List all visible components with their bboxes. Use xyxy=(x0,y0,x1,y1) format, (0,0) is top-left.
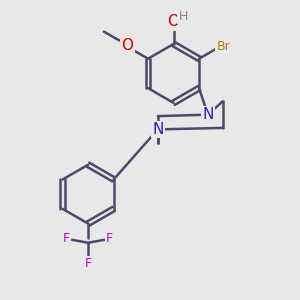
Text: Br: Br xyxy=(216,40,230,53)
Text: F: F xyxy=(85,257,92,270)
Text: H: H xyxy=(178,10,188,22)
Text: O: O xyxy=(168,14,180,29)
Text: F: F xyxy=(63,232,70,245)
Text: F: F xyxy=(106,232,113,245)
Text: N: N xyxy=(202,107,214,122)
Text: N: N xyxy=(152,122,164,137)
Text: O: O xyxy=(122,38,134,53)
